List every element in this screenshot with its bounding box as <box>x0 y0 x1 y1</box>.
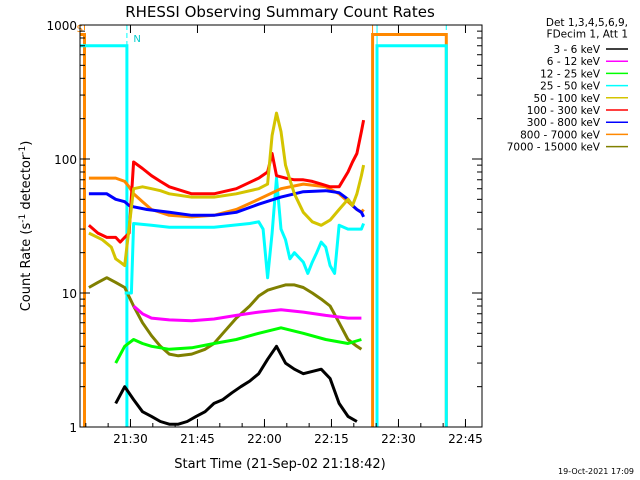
series-line-100-300-kev <box>87 119 366 244</box>
y-axis-label-end: ) <box>19 141 34 146</box>
x-tick-label-5: 22:45 <box>448 432 483 446</box>
series-100-300-kev <box>87 119 366 244</box>
x-tick-label-3: 22:15 <box>314 432 349 446</box>
series-12-25-kev <box>114 326 362 364</box>
plot-content <box>80 25 448 427</box>
series-line-3-6-kev <box>114 344 358 426</box>
series-25-50-kev <box>124 176 365 295</box>
legend-entry-300-800-kev: 300 - 800 keV <box>527 117 601 129</box>
footer-timestamp: 19-Oct-2021 17:09 <box>558 467 634 476</box>
series-line-6-12-kev <box>132 304 362 323</box>
series-line-25-50-kev <box>124 176 365 295</box>
y-axis-label-main: Count Rate (s <box>19 223 34 312</box>
y-axis-label: Count Rate (s-1 detector-1) <box>18 141 34 312</box>
legend-title-line-0: Det 1,3,4,5,6,9, <box>546 17 628 29</box>
y-axis-label-mid: detector <box>19 154 34 214</box>
series-line-12-25-kev <box>114 326 362 364</box>
axes: 21:30 21:45 22:00 22:15 22:30 22:45 1 10 100 1000 <box>46 19 482 446</box>
flag-line-s <box>80 33 448 427</box>
y-tick-label-3: 1000 <box>46 19 77 33</box>
series-6-12-kev <box>132 304 362 323</box>
legend-entry-800-7000-kev: 800 - 7000 keV <box>520 129 601 141</box>
series-line-50-100-kev <box>88 111 366 268</box>
y-tick-label-1: 10 <box>62 287 77 301</box>
legend-entry-12-25-kev: 12 - 25 keV <box>540 68 601 80</box>
flag-line-n <box>80 44 448 427</box>
y-tick-label-2: 100 <box>54 153 77 167</box>
series-3-6-kev <box>114 344 358 426</box>
plot-frame <box>79 24 483 428</box>
y-axis-label-sup1: -1 <box>18 214 28 223</box>
legend-entry-3-6-kev: 3 - 6 keV <box>553 44 600 56</box>
x-tick-label-4: 22:30 <box>381 432 416 446</box>
x-axis-label: Start Time (21-Sep-02 21:18:42) <box>174 457 385 472</box>
legend-title-line-1: FDecim 1, Att 1 <box>547 29 628 41</box>
series-7000-15000-kev <box>88 276 363 358</box>
x-tick-label-0: 21:30 <box>113 432 148 446</box>
plot-area: SN <box>77 24 448 427</box>
x-tick-label-1: 21:45 <box>180 432 215 446</box>
chart-title: RHESSI Observing Summary Count Rates <box>125 3 435 21</box>
legend-entry-25-50-kev: 25 - 50 keV <box>540 81 601 93</box>
annotation-n: N <box>133 34 140 45</box>
legend-entry-50-100-kev: 50 - 100 keV <box>533 93 600 105</box>
x-tick-label-2: 22:00 <box>247 432 282 446</box>
y-tick-label-0: 1 <box>69 421 77 435</box>
y-axis-label-sup2: -1 <box>18 146 28 155</box>
legend-entry-100-300-kev: 100 - 300 keV <box>527 105 601 117</box>
legend: Det 1,3,4,5,6,9,FDecim 1, Att 1 3 - 6 keV… <box>507 17 628 154</box>
legend-entry-6-12-kev: 6 - 12 keV <box>547 56 601 68</box>
legend-entry-7000-15000-kev: 7000 - 15000 keV <box>507 142 601 154</box>
series-line-7000-15000-kev <box>88 276 363 358</box>
series-50-100-kev <box>88 111 366 268</box>
